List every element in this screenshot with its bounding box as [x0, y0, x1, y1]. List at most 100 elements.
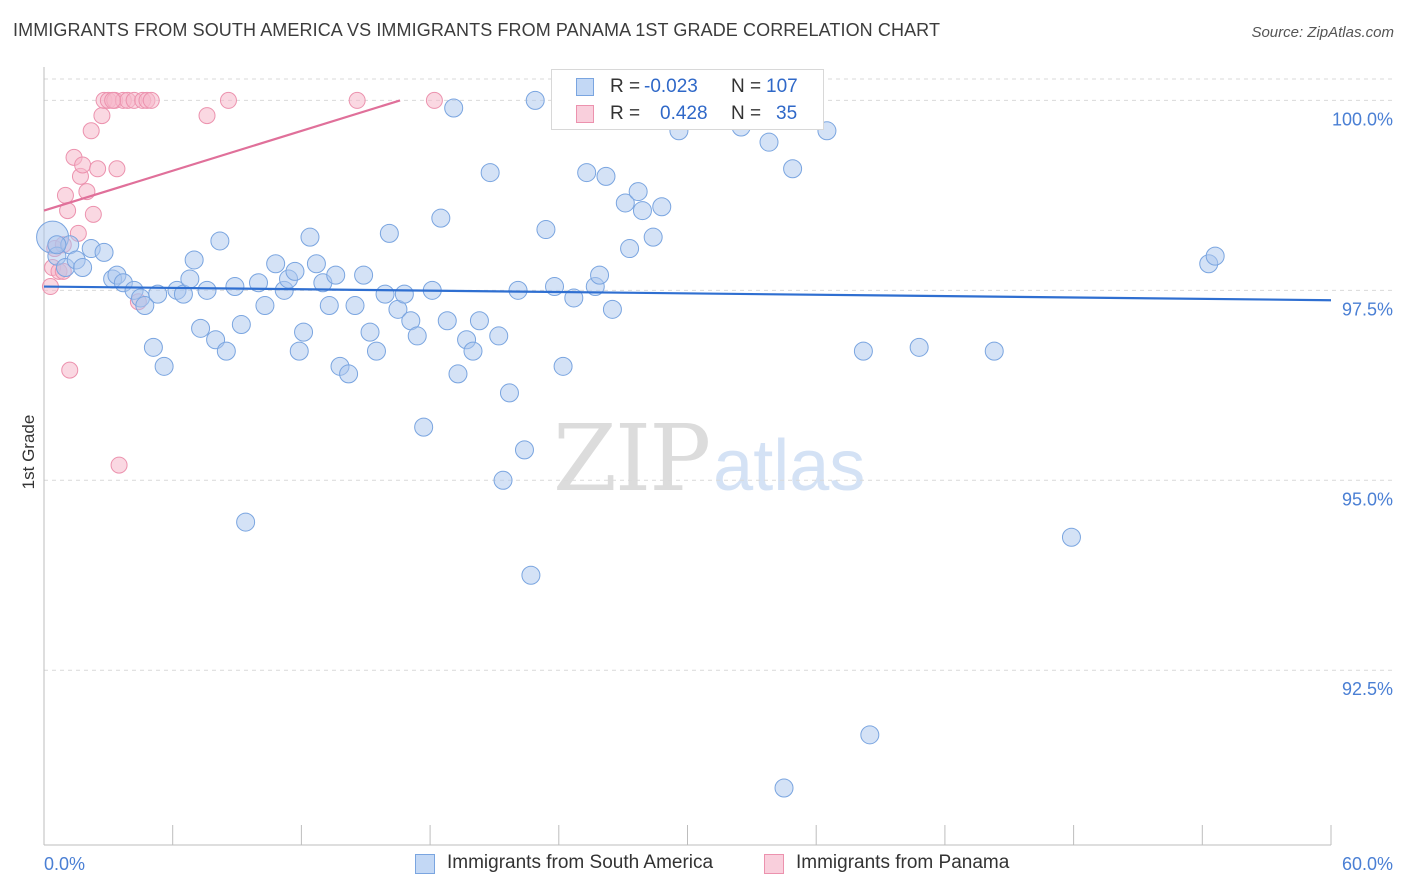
data-point-south-america — [375, 284, 395, 304]
data-point-south-america — [514, 440, 534, 460]
tick-labels: 100.0% 97.5% 95.0% 92.5% 0.0% 60.0% — [44, 109, 1393, 874]
data-point-south-america — [289, 341, 309, 361]
data-point-south-america — [354, 265, 374, 285]
data-point-south-america — [191, 318, 211, 338]
legend-n-label: N = — [731, 103, 762, 124]
data-point-south-america — [231, 315, 251, 335]
data-point-south-america — [249, 273, 268, 293]
data-point-south-america — [236, 512, 256, 532]
data-point-south-america — [469, 311, 489, 331]
data-point-south-america — [853, 341, 873, 361]
data-point-south-america — [210, 231, 230, 251]
legend-swatch-south-america — [415, 854, 435, 874]
data-point-south-america — [345, 296, 365, 316]
data-point-south-america — [493, 470, 513, 490]
legend-n-value-panama: 35 — [776, 103, 798, 124]
legend-n-value-south-america: 107 — [766, 76, 798, 97]
gridlines — [44, 78, 1395, 671]
legend-n-label: N = — [731, 76, 762, 97]
data-point-south-america — [759, 132, 779, 152]
data-point-south-america — [489, 326, 509, 346]
data-point-south-america — [652, 197, 672, 217]
data-point-south-america — [326, 265, 346, 285]
chart-title: IMMIGRANTS FROM SOUTH AMERICA VS IMMIGRA… — [13, 20, 941, 40]
data-point-panama — [56, 186, 74, 204]
y-tick-label: 92.5% — [1342, 679, 1393, 699]
data-point-south-america — [1205, 246, 1225, 266]
legend-r-value-panama: 0.428 — [660, 103, 708, 124]
data-point-south-america — [184, 250, 204, 270]
data-point-panama — [348, 91, 366, 109]
watermark-zip: ZIP — [553, 405, 711, 512]
series-legend: Immigrants from South America Immigrants… — [0, 851, 1406, 879]
data-point-south-america — [909, 337, 929, 357]
data-point-panama — [104, 91, 122, 109]
data-point-panama — [84, 205, 102, 223]
data-point-panama — [110, 456, 128, 474]
data-point-south-america — [602, 299, 622, 319]
x-tick-label: 60.0% — [1342, 854, 1393, 874]
data-point-south-america — [319, 296, 339, 316]
data-point-south-america — [414, 417, 434, 437]
data-point-south-america — [47, 235, 67, 255]
data-point-south-america — [463, 341, 483, 361]
watermark: ZIPatlas — [553, 405, 865, 512]
data-point-south-america — [628, 182, 648, 202]
data-point-south-america — [339, 364, 359, 384]
legend-label-panama: Immigrants from Panama — [796, 852, 1010, 873]
trend-line-south-america — [43, 285, 1332, 302]
data-point-south-america — [148, 284, 168, 304]
data-point-south-america — [360, 322, 380, 342]
data-point-south-america — [294, 322, 314, 342]
data-point-south-america — [394, 284, 414, 304]
data-point-south-america — [536, 220, 556, 240]
data-point-south-america — [216, 341, 236, 361]
data-point-panama — [142, 91, 160, 109]
data-point-south-america — [154, 356, 174, 376]
y-tick-label: 95.0% — [1342, 489, 1393, 509]
data-point-south-america — [615, 193, 635, 213]
data-point-south-america — [135, 296, 155, 316]
data-point-south-america — [431, 208, 451, 228]
data-point-panama — [74, 156, 92, 174]
data-point-panama — [108, 160, 126, 178]
data-point-panama — [93, 107, 111, 125]
data-point-south-america — [255, 296, 275, 316]
data-point-panama — [198, 107, 216, 125]
data-point-south-america — [590, 265, 610, 285]
data-point-south-america — [448, 364, 468, 384]
data-point-south-america — [437, 311, 457, 331]
data-point-south-america — [94, 242, 114, 262]
data-point-south-america — [285, 261, 305, 281]
data-point-south-america — [407, 326, 427, 346]
data-point-south-america — [984, 341, 1004, 361]
data-point-south-america — [553, 356, 573, 376]
data-point-south-america — [508, 280, 528, 300]
data-point-south-america — [860, 725, 880, 745]
legend-r-value-south-america: -0.023 — [644, 76, 698, 97]
data-point-panama — [219, 91, 237, 109]
legend-r-label: R = — [610, 103, 641, 124]
data-point-south-america — [300, 227, 320, 247]
data-point-south-america — [197, 280, 217, 300]
data-point-south-america — [366, 341, 386, 361]
data-point-panama — [425, 91, 443, 109]
data-point-south-america — [266, 254, 286, 274]
data-point-south-america — [73, 258, 93, 278]
data-point-south-america — [521, 565, 541, 585]
data-point-south-america — [1061, 527, 1081, 547]
data-point-panama — [89, 160, 107, 178]
data-point-south-america — [143, 337, 163, 357]
data-point-panama — [61, 361, 79, 379]
data-point-south-america — [444, 98, 464, 118]
data-point-south-america — [783, 159, 803, 179]
data-point-south-america — [774, 778, 794, 798]
data-point-south-america — [225, 277, 245, 297]
data-point-south-america — [643, 227, 663, 247]
data-point-south-america — [596, 166, 616, 186]
series-south-america-points — [36, 90, 1225, 798]
correlation-legend: R = -0.023 N = 107 R = 0.428 N = 35 — [551, 69, 824, 130]
data-point-south-america — [379, 223, 399, 243]
y-axis-title: 1st Grade — [19, 415, 38, 490]
